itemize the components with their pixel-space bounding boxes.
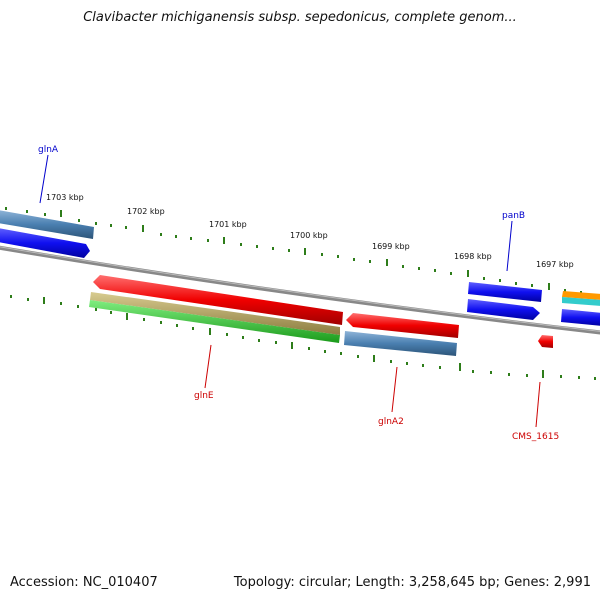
inner-scale-ticks: [10, 295, 596, 380]
gene-cyan-feature[interactable]: [562, 297, 600, 306]
gene-glnA-feature[interactable]: [0, 210, 94, 239]
gene-glnA2-feature[interactable]: [346, 313, 459, 338]
accession-text: Accession: NC_010407: [10, 575, 158, 590]
gene-label-CMS_1615[interactable]: CMS_1615: [512, 432, 559, 442]
scale-label-1700: 1700 kbp: [290, 231, 328, 240]
scale-label-1702: 1702 kbp: [127, 207, 165, 216]
cds-glnA2-feature[interactable]: [344, 331, 457, 356]
scale-label-1703: 1703 kbp: [46, 193, 84, 202]
gene-glnE-feature[interactable]: [93, 275, 343, 325]
scale-label-1699: 1699 kbp: [372, 242, 410, 251]
scale-label-1698: 1698 kbp: [454, 252, 492, 261]
gene-label-glnA2[interactable]: glnA2: [378, 417, 404, 427]
gene-label-glnA[interactable]: glnA: [38, 145, 59, 155]
gene-CMS_1615-feature[interactable]: [538, 335, 553, 348]
genome-summary-text: Topology: circular; Length: 3,258,645 bp…: [233, 575, 591, 590]
label-leaders: [39, 154, 541, 428]
misc-olive-feature[interactable]: [90, 292, 340, 335]
cds-panB-feature[interactable]: [467, 299, 540, 320]
cds-blue-right-feature[interactable]: [561, 309, 600, 326]
scale-label-1701: 1701 kbp: [209, 220, 247, 229]
outer-scale-ticks: [5, 207, 582, 294]
cds-glnA-feature[interactable]: [0, 228, 90, 258]
gene-label-glnE[interactable]: glnE: [194, 391, 214, 401]
gene-panB-feature[interactable]: [468, 282, 542, 302]
misc-green-feature[interactable]: [89, 300, 340, 343]
map-title: Clavibacter michiganensis subsp. sepedon…: [83, 10, 517, 25]
gene-label-panB[interactable]: panB: [502, 211, 525, 221]
gene-orange-feature[interactable]: [562, 291, 600, 300]
genome-backbone: [0, 245, 600, 335]
scale-label-1697: 1697 kbp: [536, 260, 574, 269]
